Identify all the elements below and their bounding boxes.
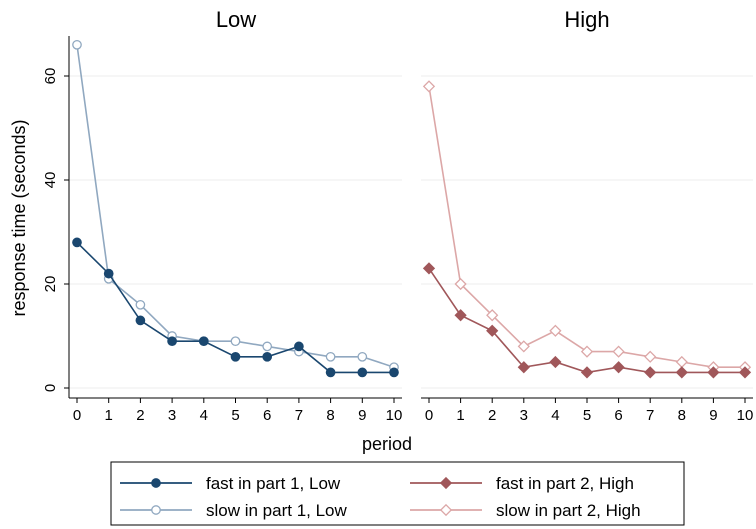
x-tick-label: 3 [520, 407, 528, 424]
data-point [326, 353, 334, 361]
data-point [231, 337, 239, 345]
panel-title-low: Low [216, 7, 256, 32]
x-tick-label: 0 [73, 407, 81, 424]
data-point [73, 41, 81, 49]
data-point [263, 353, 271, 361]
data-point [136, 316, 144, 324]
legend-label: slow in part 2, High [496, 501, 641, 520]
x-tick-label: 2 [136, 407, 144, 424]
x-tick-label: 7 [646, 407, 654, 424]
data-point [295, 342, 303, 350]
y-tick-label: 20 [42, 276, 59, 293]
x-axis-label: period [362, 434, 412, 454]
x-tick-label: 4 [551, 407, 559, 424]
data-point [168, 337, 176, 345]
x-tick-label: 6 [614, 407, 622, 424]
x-tick-label: 3 [168, 407, 176, 424]
data-point [263, 342, 271, 350]
x-tick-label: 5 [583, 407, 591, 424]
data-point [358, 353, 366, 361]
panel-title-high: High [564, 7, 609, 32]
data-point [200, 337, 208, 345]
y-tick-label: 40 [42, 172, 59, 189]
x-tick-label: 9 [709, 407, 717, 424]
data-point [390, 368, 398, 376]
data-point [358, 368, 366, 376]
legend-label: fast in part 2, High [496, 474, 634, 493]
data-point [326, 368, 334, 376]
x-tick-label: 6 [263, 407, 271, 424]
x-tick-label: 10 [386, 407, 403, 424]
x-tick-label: 7 [295, 407, 303, 424]
data-point [231, 353, 239, 361]
x-tick-label: 1 [105, 407, 113, 424]
legend: fast in part 1, Low slow in part 1, Low fa… [111, 462, 684, 525]
data-point [136, 301, 144, 309]
legend-label: slow in part 1, Low [206, 501, 348, 520]
x-tick-label: 9 [358, 407, 366, 424]
x-tick-label: 10 [737, 407, 754, 424]
x-tick-label: 8 [326, 407, 334, 424]
data-point [105, 269, 113, 277]
legend-swatch-marker [152, 479, 160, 487]
x-tick-label: 8 [678, 407, 686, 424]
x-tick-label: 0 [425, 407, 433, 424]
x-tick-label: 2 [488, 407, 496, 424]
x-tick-label: 4 [200, 407, 208, 424]
x-tick-label: 1 [456, 407, 464, 424]
y-tick-label: 0 [42, 384, 59, 392]
legend-label: fast in part 1, Low [206, 474, 341, 493]
y-axis-label: response time (seconds) [9, 119, 29, 316]
data-point [73, 238, 81, 246]
y-tick-label: 60 [42, 68, 59, 85]
legend-swatch-marker [152, 506, 160, 514]
x-tick-label: 5 [231, 407, 239, 424]
